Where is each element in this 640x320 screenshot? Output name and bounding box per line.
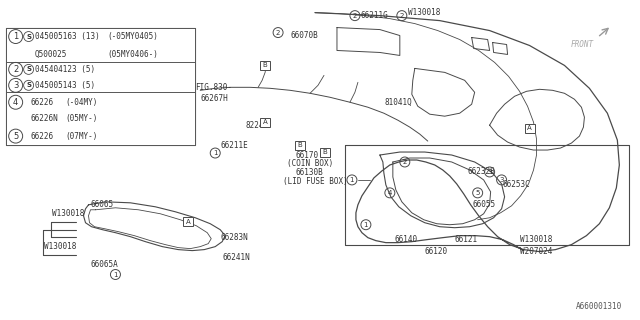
Bar <box>6 28 195 62</box>
Text: 2: 2 <box>13 65 19 74</box>
Text: 66070B: 66070B <box>290 31 318 40</box>
Text: 2: 2 <box>353 12 357 19</box>
Text: 66226: 66226 <box>31 98 54 107</box>
Text: 045404123 (5): 045404123 (5) <box>35 65 95 74</box>
Text: W130018: W130018 <box>408 8 440 17</box>
Text: 4: 4 <box>388 190 392 196</box>
Text: 82245: 82245 <box>245 121 268 130</box>
Text: B: B <box>323 149 328 155</box>
Text: S: S <box>26 34 31 40</box>
Bar <box>320 148 330 156</box>
Text: 66065: 66065 <box>90 200 114 209</box>
Text: 1: 1 <box>213 150 218 156</box>
Bar <box>525 124 534 132</box>
Text: (05MY0406-): (05MY0406-) <box>108 50 158 59</box>
Text: W130018: W130018 <box>44 242 76 251</box>
Text: 66267H: 66267H <box>200 94 228 103</box>
Text: 66241N: 66241N <box>222 253 250 262</box>
Bar <box>260 118 270 127</box>
Text: W207024: W207024 <box>520 247 552 256</box>
Text: A660001310: A660001310 <box>576 302 623 311</box>
Bar <box>183 217 193 226</box>
Text: W130018: W130018 <box>52 209 84 218</box>
Text: 66226: 66226 <box>31 132 54 140</box>
Text: W130018: W130018 <box>520 235 552 244</box>
Text: A: A <box>186 219 191 225</box>
Text: Q500025: Q500025 <box>35 50 67 59</box>
Text: 66211G: 66211G <box>361 11 388 20</box>
Bar <box>295 140 305 149</box>
Text: 66120: 66120 <box>425 247 448 256</box>
Text: 66226N: 66226N <box>31 114 58 123</box>
Text: 66253C: 66253C <box>502 180 531 189</box>
Text: FIG.830-: FIG.830- <box>195 83 232 92</box>
Text: 66121: 66121 <box>454 235 478 244</box>
Text: 3: 3 <box>499 177 504 183</box>
Text: 1: 1 <box>349 177 354 183</box>
Text: 5: 5 <box>476 190 480 196</box>
Text: 1: 1 <box>364 222 368 228</box>
Text: (05MY-): (05MY-) <box>65 114 98 123</box>
Text: B: B <box>263 62 268 68</box>
Text: B: B <box>298 142 303 148</box>
Text: 1: 1 <box>113 271 118 277</box>
Text: 4: 4 <box>13 98 19 107</box>
Text: FRONT: FRONT <box>570 40 593 49</box>
Bar <box>6 28 195 145</box>
Text: S: S <box>26 66 31 72</box>
Text: 66140: 66140 <box>395 235 418 244</box>
Text: S: S <box>26 82 31 88</box>
Bar <box>6 92 195 145</box>
Bar <box>260 61 270 70</box>
Text: (07MY-): (07MY-) <box>65 132 98 140</box>
Text: 81041Q: 81041Q <box>385 98 413 107</box>
Bar <box>6 62 195 92</box>
Text: 66055: 66055 <box>473 200 496 209</box>
Text: 3: 3 <box>488 169 492 175</box>
Text: 66170: 66170 <box>295 150 318 160</box>
Text: 66130B: 66130B <box>295 168 323 178</box>
Text: 1: 1 <box>13 32 19 41</box>
Text: 3: 3 <box>13 81 19 90</box>
Text: (-04MY): (-04MY) <box>65 98 98 107</box>
Text: 2: 2 <box>276 29 280 36</box>
Text: (LID FUSE BOX): (LID FUSE BOX) <box>283 177 348 187</box>
Text: (COIN BOX): (COIN BOX) <box>287 159 333 169</box>
Text: 66232B: 66232B <box>468 167 495 176</box>
Text: 66283N: 66283N <box>220 233 248 242</box>
Text: A: A <box>263 119 268 125</box>
Text: 045005163 (13): 045005163 (13) <box>35 32 99 41</box>
Text: 2: 2 <box>399 12 404 19</box>
Text: 66211E: 66211E <box>220 140 248 149</box>
Text: 5: 5 <box>13 132 19 140</box>
Text: A: A <box>527 125 532 131</box>
Text: 66065A: 66065A <box>90 260 118 269</box>
Text: 045005143 (5): 045005143 (5) <box>35 81 95 90</box>
Text: (-05MY0405): (-05MY0405) <box>108 32 158 41</box>
Text: 2: 2 <box>403 159 407 165</box>
